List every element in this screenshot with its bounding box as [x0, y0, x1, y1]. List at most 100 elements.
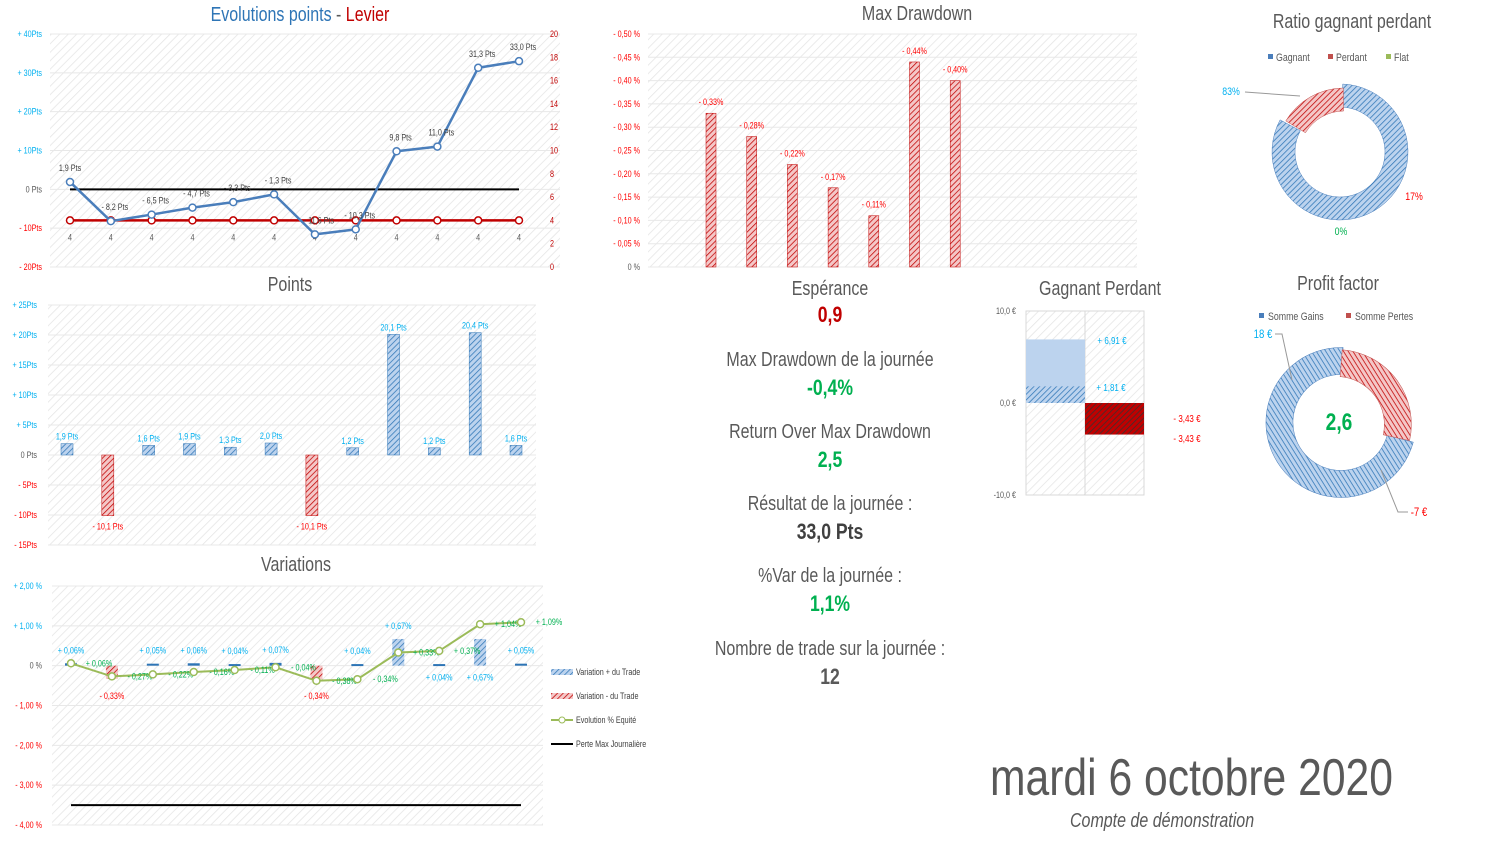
ratio-label-perdant: 17% — [1405, 191, 1423, 203]
points-marker — [106, 216, 116, 226]
variation-bar — [474, 638, 487, 666]
y-tick-label: - 10Pts — [14, 510, 37, 520]
points-marker — [147, 210, 156, 219]
y-tick-label: - 0,40 % — [613, 76, 640, 86]
legend-swatch — [1328, 54, 1333, 59]
equity-marker — [394, 648, 403, 657]
points-bar — [387, 334, 400, 456]
profit-factor-value: 2,6 — [1326, 408, 1353, 436]
y-tick-label: - 0,35 % — [613, 99, 640, 109]
result-value: 33,0 Pts — [796, 519, 864, 544]
equity-marker — [475, 619, 485, 629]
y-tick-label: 0 % — [30, 661, 42, 671]
drawdown-label: - 0,44% — [902, 46, 927, 56]
variation-bar-label: + 0,06% — [180, 646, 207, 656]
y2-tick-label: 10 — [550, 146, 558, 156]
legend-swatch — [551, 693, 573, 699]
y-tick-label: - 0,15 % — [613, 192, 640, 202]
points-bar — [101, 454, 115, 516]
leverage-point — [392, 216, 401, 225]
y-tick-label: - 0,05 % — [613, 239, 640, 249]
y-tick-label: + 10Pts — [12, 390, 37, 400]
points-bar — [183, 443, 196, 456]
esperance-label: Espérance — [791, 278, 869, 300]
ratio-slice — [1271, 83, 1409, 221]
y-tick-label: 0 % — [628, 262, 640, 272]
y-tick-label: + 30Pts — [17, 68, 42, 78]
variations-title: Variations — [261, 553, 331, 575]
leverage-label: 4 — [354, 233, 358, 243]
legend-label: Gagnant — [1276, 52, 1310, 64]
y-tick-label: - 0,50 % — [613, 29, 640, 39]
ratio-title: Ratio gagnant perdant — [1273, 10, 1431, 32]
points-marker — [188, 203, 197, 212]
variation-bar — [310, 665, 323, 680]
y2-tick-label: 18 — [550, 53, 558, 63]
drawdown-label: - 0,28% — [739, 121, 764, 131]
equity-marker — [189, 667, 198, 677]
drawdown-label: - 0,17% — [821, 172, 846, 182]
drawdown-bar — [787, 164, 798, 268]
equity-line — [70, 621, 522, 682]
y-tick-label: + 20Pts — [17, 107, 42, 117]
max-drawdown-value: -0,4% — [807, 375, 853, 400]
variation-bar — [228, 664, 241, 667]
points-bar — [509, 445, 523, 456]
variation-bar-label: + 0,04% — [344, 646, 371, 656]
points-marker — [269, 190, 279, 199]
y-tick-label: - 0,10 % — [613, 216, 640, 226]
equity-marker — [230, 665, 239, 675]
legend-marker — [558, 716, 566, 724]
points-data-label: 1,9 Pts — [59, 163, 81, 173]
drawdown-bar — [909, 61, 920, 268]
ratio-slice — [1285, 87, 1344, 134]
romad-value: 2,5 — [817, 447, 843, 472]
equity-marker — [312, 676, 321, 686]
y-tick-label: - 4,00 % — [15, 820, 42, 830]
leverage-label: 4 — [68, 233, 72, 243]
equity-label: - 0,04% — [291, 663, 316, 673]
report-date: mardi 6 octobre 2020 — [990, 749, 1393, 807]
points-data-label: - 10,3 Pts — [344, 211, 375, 221]
equity-label: - 0,11% — [251, 665, 275, 675]
equity-label: - 0,22% — [168, 670, 193, 680]
y-tick-label: + 15Pts — [12, 360, 37, 370]
points-bar — [142, 445, 155, 456]
leader-line — [1380, 469, 1408, 513]
points-bar-label: 1,9 Pts — [178, 432, 200, 442]
loss-bar — [1085, 403, 1144, 435]
variation-bar — [515, 663, 527, 666]
leverage-label: 4 — [476, 233, 480, 243]
y2-tick-label: 6 — [550, 192, 554, 202]
drawdown-label: - 0,40% — [943, 65, 968, 75]
loss-total-label: - 3,43 € — [1173, 413, 1200, 424]
esperance-value: 0,9 — [817, 302, 843, 327]
trades-label: Nombre de trade sur la journée : — [714, 638, 946, 660]
legend-label: Evolution % Equité — [576, 715, 637, 725]
legend-swatch — [1386, 54, 1391, 59]
y-tick-label: - 2,00 % — [15, 741, 42, 751]
account-name: Compte de démonstration — [1070, 810, 1255, 832]
legend-swatch — [1259, 313, 1264, 318]
equity-label: - 0,38% — [332, 676, 357, 686]
y-tick-label: - 3,00 % — [15, 780, 42, 790]
gp-title: Gagnant Perdant — [1039, 277, 1161, 299]
drawdown-bar — [868, 215, 880, 268]
points-bar-label: - 10,1 Pts — [92, 522, 123, 532]
drawdown-bar — [746, 136, 757, 268]
equity-label: - 0,34% — [373, 674, 398, 684]
var-value: 1,1% — [809, 591, 851, 616]
y-tick-label: 0,0 € — [1000, 398, 1016, 408]
leverage-label: 4 — [435, 233, 439, 243]
points-bar-label: 20,4 Pts — [462, 321, 488, 331]
points-bar-label: 1,2 Pts — [423, 436, 445, 446]
y-tick-label: + 2,00 % — [13, 581, 42, 591]
drawdown-bar — [949, 80, 961, 268]
points-marker — [514, 56, 524, 66]
y-tick-label: - 15Pts — [14, 540, 37, 550]
equity-marker — [107, 672, 117, 681]
leverage-label: 4 — [109, 233, 113, 243]
points-bar-label: - 10,1 Pts — [297, 522, 328, 532]
variation-bar-label: + 0,07% — [262, 645, 289, 655]
